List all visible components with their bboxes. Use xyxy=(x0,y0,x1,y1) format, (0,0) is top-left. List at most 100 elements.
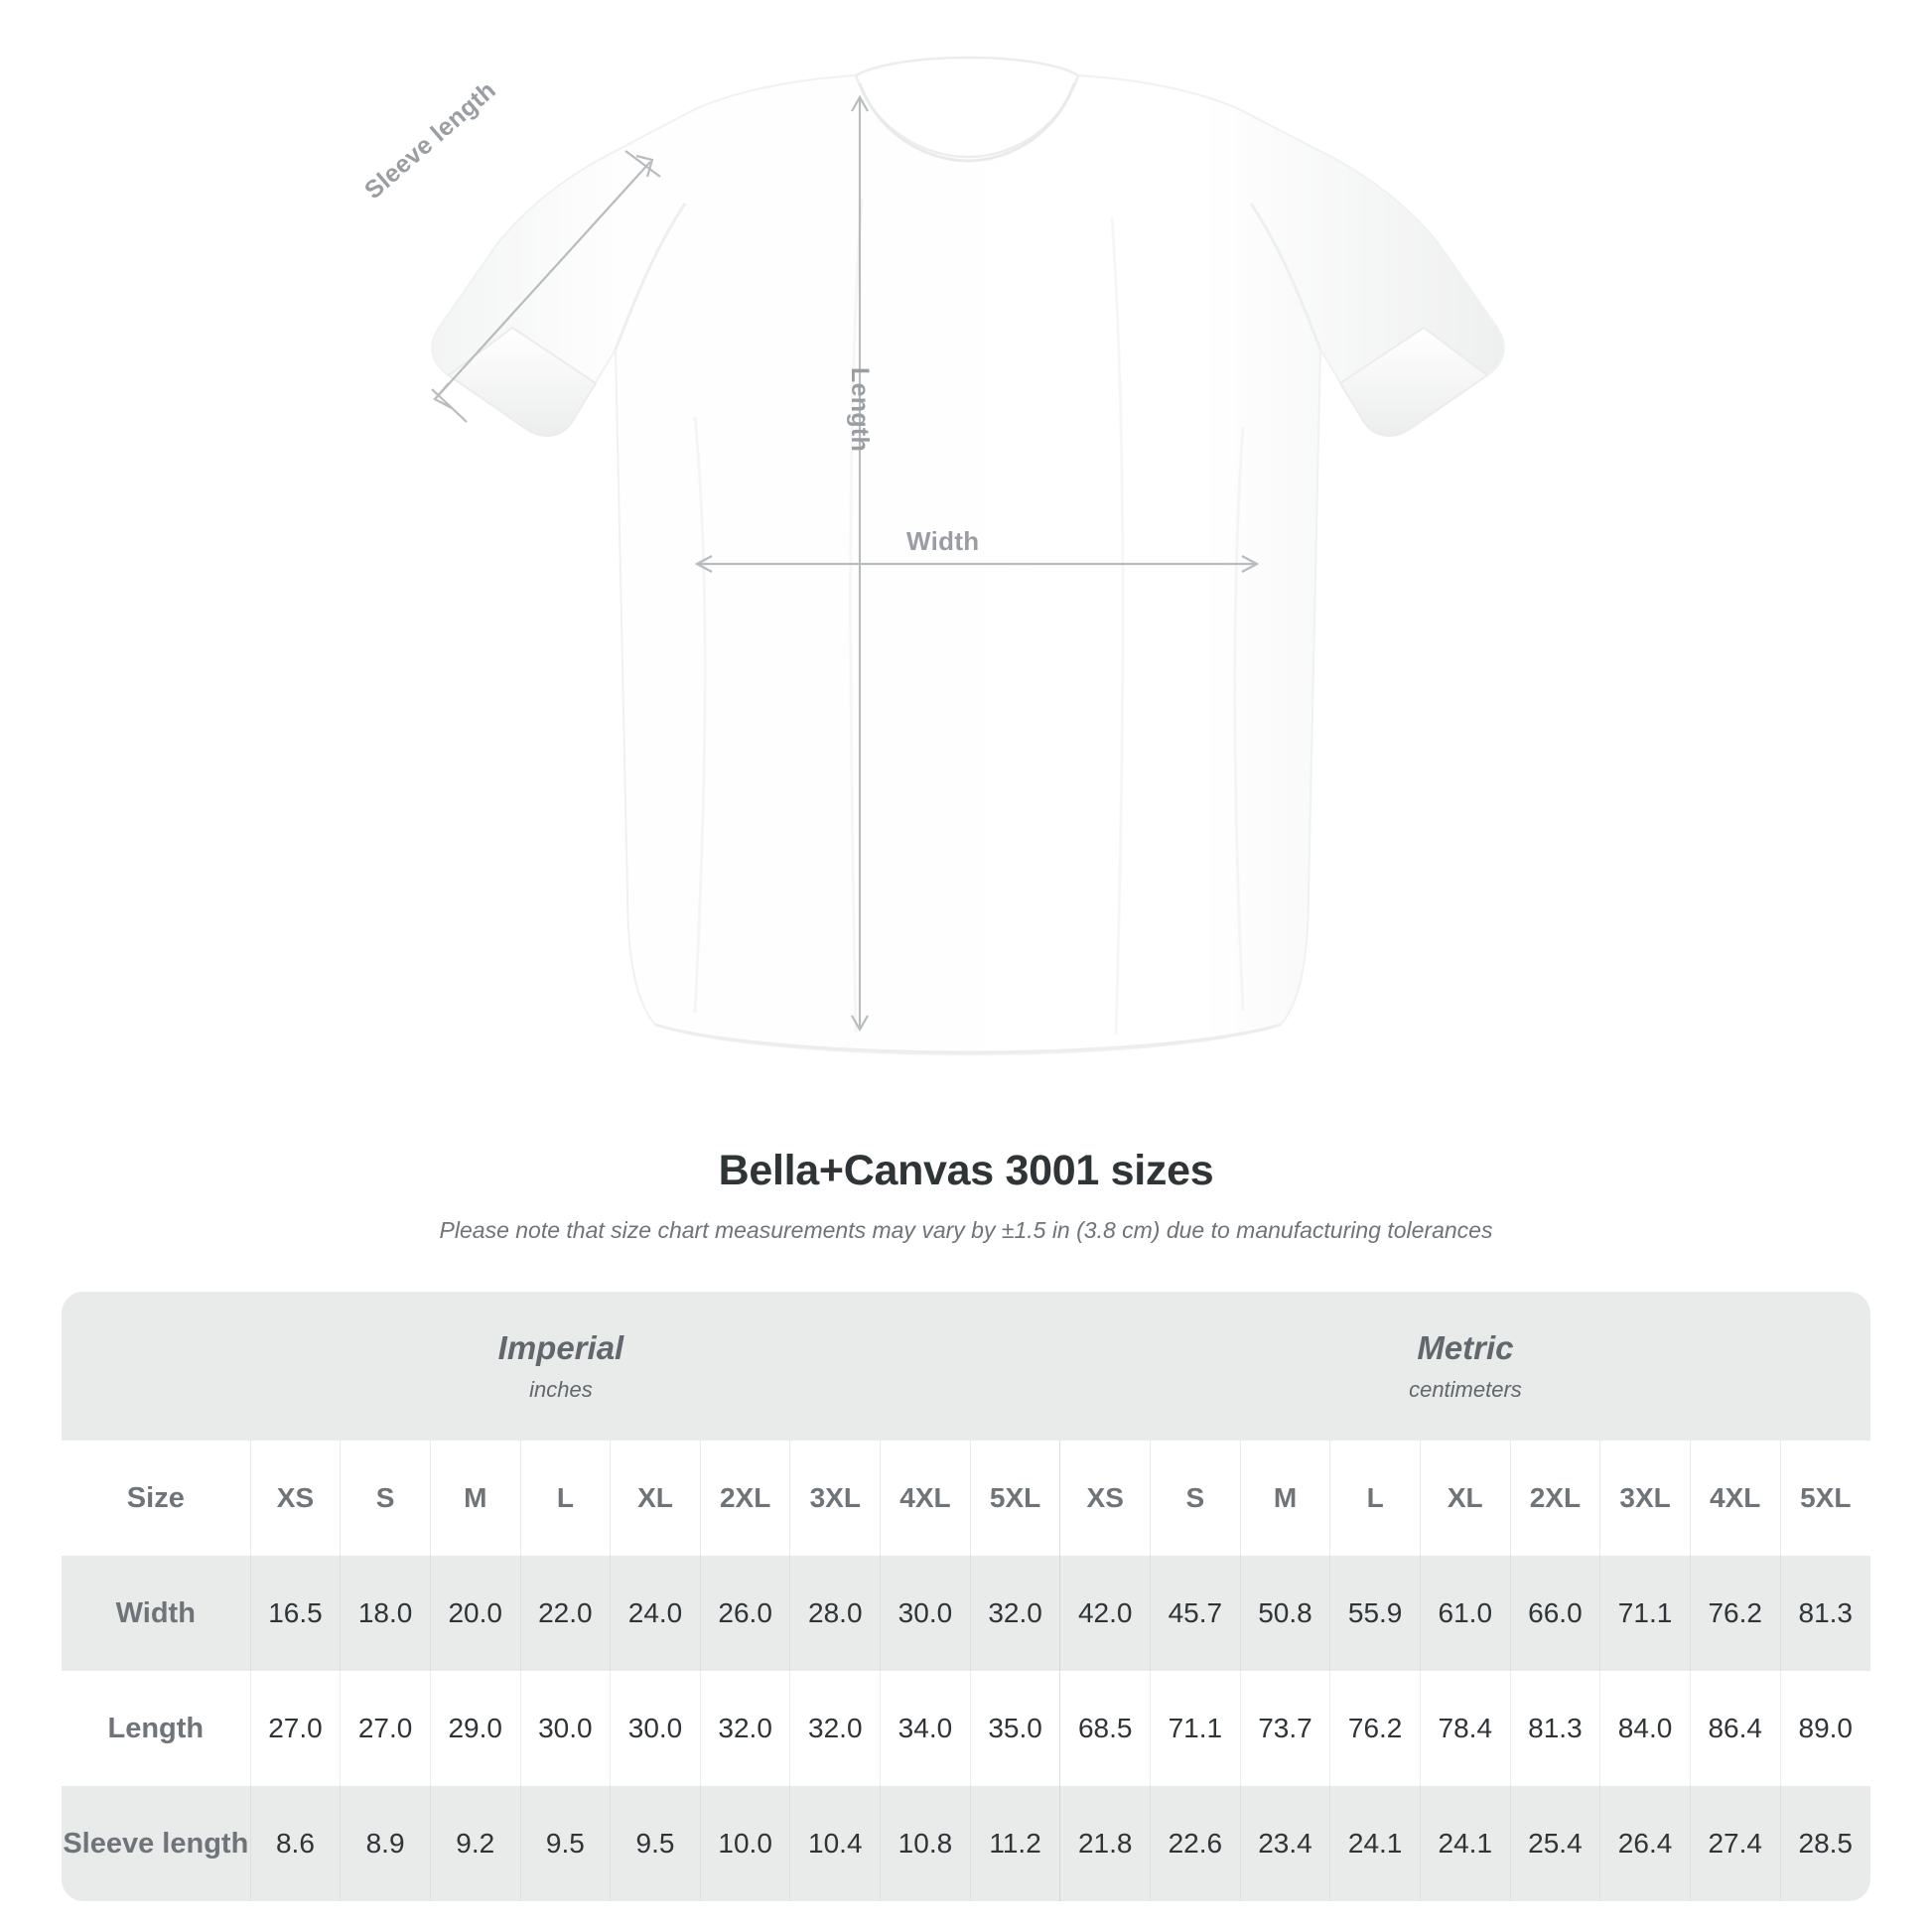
title-block: Bella+Canvas 3001 sizes Please note that… xyxy=(0,1147,1932,1244)
measurement-lines xyxy=(431,94,1260,1033)
imperial-label: Imperial xyxy=(497,1329,624,1366)
cell-sleeve-imperial-3xl: 10.4 xyxy=(789,1786,881,1901)
cell-length-metric-5xl: 89.0 xyxy=(1779,1671,1870,1786)
table-row: Sleeve length 8.6 8.9 9.2 9.5 9.5 10.0 1… xyxy=(62,1786,1870,1901)
cell-length-imperial-3xl: 32.0 xyxy=(789,1671,881,1786)
cell-length-imperial-m: 29.0 xyxy=(429,1671,521,1786)
size-col-imperial-4xl: 4XL xyxy=(880,1441,971,1556)
cell-sleeve-metric-m: 23.4 xyxy=(1239,1786,1330,1901)
cell-sleeve-imperial-l: 9.5 xyxy=(519,1786,611,1901)
sleeve-length-line xyxy=(436,161,651,398)
cell-width-imperial-l: 22.0 xyxy=(519,1556,611,1671)
cell-width-metric-3xl: 71.1 xyxy=(1599,1556,1691,1671)
size-col-metric-xs: XS xyxy=(1059,1441,1151,1556)
cell-width-metric-5xl: 81.3 xyxy=(1779,1556,1870,1671)
cell-width-metric-m: 50.8 xyxy=(1239,1556,1330,1671)
tolerance-note: Please note that size chart measurements… xyxy=(439,1217,1493,1243)
size-col-imperial-m: M xyxy=(429,1441,521,1556)
cell-sleeve-imperial-2xl: 10.0 xyxy=(699,1786,790,1901)
cell-length-imperial-2xl: 32.0 xyxy=(699,1671,790,1786)
imperial-header-cell: Imperial inches xyxy=(62,1292,1060,1441)
width-arrow-right xyxy=(1241,555,1260,573)
sleeve-arrow-low xyxy=(433,382,453,409)
cell-width-imperial-xl: 24.0 xyxy=(610,1556,701,1671)
cell-sleeve-metric-xs: 21.8 xyxy=(1059,1786,1151,1901)
cell-length-metric-xl: 78.4 xyxy=(1419,1671,1511,1786)
cell-length-metric-2xl: 81.3 xyxy=(1509,1671,1600,1786)
cell-sleeve-metric-4xl: 27.4 xyxy=(1689,1786,1781,1901)
cell-width-metric-s: 45.7 xyxy=(1150,1556,1241,1671)
size-row-label: Size xyxy=(62,1441,251,1556)
cell-sleeve-imperial-4xl: 10.8 xyxy=(880,1786,971,1901)
cell-width-metric-xs: 42.0 xyxy=(1059,1556,1151,1671)
size-col-metric-5xl: 5XL xyxy=(1779,1441,1870,1556)
length-arrow-top xyxy=(851,94,869,112)
width-annotation: Width xyxy=(906,526,980,556)
cell-length-metric-4xl: 86.4 xyxy=(1689,1671,1781,1786)
cell-length-metric-3xl: 84.0 xyxy=(1599,1671,1691,1786)
cell-width-imperial-4xl: 30.0 xyxy=(880,1556,971,1671)
cell-length-imperial-xl: 30.0 xyxy=(610,1671,701,1786)
cell-width-metric-xl: 61.0 xyxy=(1419,1556,1511,1671)
size-col-imperial-2xl: 2XL xyxy=(699,1441,790,1556)
cell-length-metric-m: 73.7 xyxy=(1239,1671,1330,1786)
size-col-metric-l: L xyxy=(1329,1441,1421,1556)
table-row: Length 27.0 27.0 29.0 30.0 30.0 32.0 32.… xyxy=(62,1671,1870,1786)
cell-length-metric-s: 71.1 xyxy=(1150,1671,1241,1786)
length-annotation: Length xyxy=(846,367,874,453)
size-col-imperial-xl: XL xyxy=(610,1441,701,1556)
cell-length-imperial-5xl: 35.0 xyxy=(969,1671,1060,1786)
size-col-metric-s: S xyxy=(1150,1441,1241,1556)
page-title: Bella+Canvas 3001 sizes xyxy=(718,1147,1214,1194)
cell-width-imperial-xs: 16.5 xyxy=(249,1556,341,1671)
size-col-metric-4xl: 4XL xyxy=(1689,1441,1781,1556)
row-label-sleeve-length: Sleeve length xyxy=(62,1786,251,1901)
cell-width-metric-2xl: 66.0 xyxy=(1509,1556,1600,1671)
cell-length-imperial-s: 27.0 xyxy=(340,1671,431,1786)
size-table-container: Imperial inches Metric centimeters Size … xyxy=(62,1292,1870,1901)
tshirt-diagram: Sleeve length Length Width xyxy=(359,56,1505,1056)
cell-sleeve-metric-2xl: 25.4 xyxy=(1509,1786,1600,1901)
cell-width-imperial-s: 18.0 xyxy=(340,1556,431,1671)
cell-sleeve-metric-xl: 24.1 xyxy=(1419,1786,1511,1901)
cell-sleeve-imperial-5xl: 11.2 xyxy=(969,1786,1060,1901)
metric-header-cell: Metric centimeters xyxy=(1059,1292,1870,1441)
cell-sleeve-metric-3xl: 26.4 xyxy=(1599,1786,1691,1901)
width-arrow-left xyxy=(694,555,713,573)
imperial-units: inches xyxy=(529,1377,593,1402)
size-col-imperial-5xl: 5XL xyxy=(969,1441,1060,1556)
cell-width-imperial-5xl: 32.0 xyxy=(969,1556,1060,1671)
cell-width-imperial-2xl: 26.0 xyxy=(699,1556,790,1671)
size-header-row: Size XS S M L XL 2XL 3XL 4XL 5XL XS S M … xyxy=(62,1441,1870,1556)
size-col-imperial-xs: XS xyxy=(249,1441,341,1556)
row-label-width: Width xyxy=(62,1556,251,1671)
tshirt-illustration xyxy=(431,56,1505,1056)
size-col-metric-2xl: 2XL xyxy=(1509,1441,1600,1556)
cell-width-imperial-m: 20.0 xyxy=(429,1556,521,1671)
cell-sleeve-metric-5xl: 28.5 xyxy=(1779,1786,1870,1901)
metric-units: centimeters xyxy=(1409,1377,1522,1402)
cell-width-metric-4xl: 76.2 xyxy=(1689,1556,1781,1671)
sleeve-tick-high xyxy=(624,150,661,178)
unit-header-row: Imperial inches Metric centimeters xyxy=(62,1292,1870,1441)
table-row: Width 16.5 18.0 20.0 22.0 24.0 26.0 28.0… xyxy=(62,1556,1870,1671)
cell-length-metric-l: 76.2 xyxy=(1329,1671,1421,1786)
row-label-length: Length xyxy=(62,1671,251,1786)
cell-sleeve-metric-s: 22.6 xyxy=(1150,1786,1241,1901)
size-col-metric-xl: XL xyxy=(1419,1441,1511,1556)
cell-length-imperial-4xl: 34.0 xyxy=(880,1671,971,1786)
cell-width-imperial-3xl: 28.0 xyxy=(789,1556,881,1671)
sleeve-arrow-high xyxy=(635,154,654,178)
cell-width-metric-l: 55.9 xyxy=(1329,1556,1421,1671)
cell-sleeve-imperial-xs: 8.6 xyxy=(249,1786,341,1901)
cell-sleeve-metric-l: 24.1 xyxy=(1329,1786,1421,1901)
size-col-metric-3xl: 3XL xyxy=(1599,1441,1691,1556)
size-col-imperial-l: L xyxy=(519,1441,611,1556)
cell-sleeve-imperial-xl: 9.5 xyxy=(610,1786,701,1901)
cell-sleeve-imperial-m: 9.2 xyxy=(429,1786,521,1901)
size-col-imperial-s: S xyxy=(340,1441,431,1556)
length-arrow-bottom xyxy=(851,1015,869,1033)
cell-length-imperial-l: 30.0 xyxy=(519,1671,611,1786)
size-col-imperial-3xl: 3XL xyxy=(789,1441,881,1556)
